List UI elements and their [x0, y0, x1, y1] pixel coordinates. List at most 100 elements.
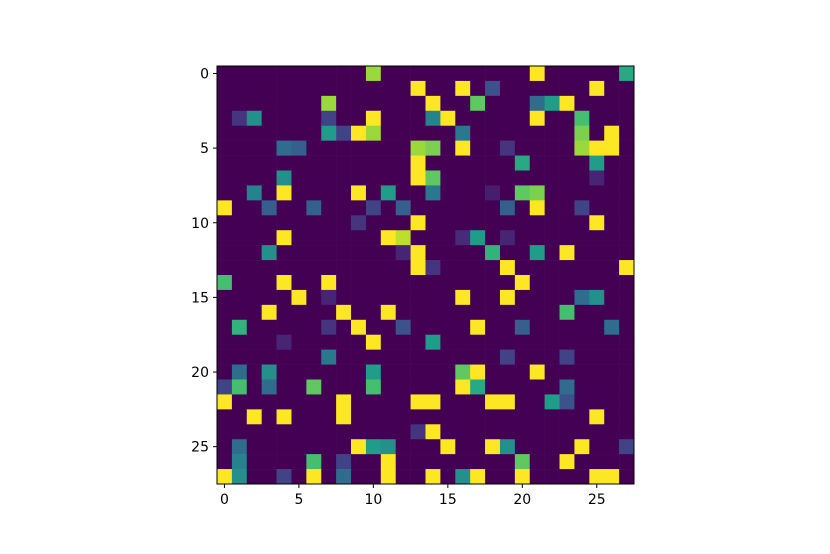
heatmap-cell: [455, 394, 471, 410]
heatmap-cell: [544, 80, 560, 97]
heatmap-cell: [380, 394, 397, 410]
heatmap-cell: [217, 185, 233, 201]
heatmap-cell: [574, 170, 590, 186]
heatmap-cell: [321, 439, 337, 455]
heatmap-cell: [425, 245, 441, 261]
heatmap-cell: [410, 230, 426, 246]
heatmap-cell: [306, 424, 322, 440]
heatmap-cell: [246, 319, 262, 336]
heatmap-cell: [559, 319, 575, 336]
heatmap-cell: [365, 454, 382, 470]
heatmap-cell: [499, 215, 516, 231]
heatmap-cell: [261, 170, 277, 186]
heatmap-cell: [574, 424, 590, 440]
heatmap-cell: [499, 304, 516, 321]
heatmap-cell: [336, 364, 352, 380]
heatmap-cell: [276, 454, 292, 470]
heatmap-cell: [470, 260, 486, 276]
heatmap-cell: [351, 170, 367, 186]
heatmap-cell: [395, 469, 411, 485]
heatmap-cell: [499, 349, 516, 365]
heatmap-cell: [559, 334, 575, 350]
heatmap-cell: [217, 215, 233, 231]
heatmap-cell: [246, 170, 262, 186]
heatmap-cell: [365, 364, 382, 380]
heatmap-cell: [276, 379, 292, 395]
heatmap-cell: [440, 364, 456, 380]
heatmap-cell: [455, 289, 471, 306]
heatmap-cell: [604, 66, 620, 82]
heatmap-cell: [619, 409, 635, 425]
heatmap-cell: [395, 66, 411, 82]
heatmap-cell: [231, 394, 248, 410]
heatmap-cell: [365, 140, 382, 156]
heatmap-cell: [336, 155, 352, 171]
heatmap-cell: [306, 125, 322, 141]
heatmap-cell: [351, 334, 367, 350]
heatmap-cell: [529, 80, 545, 97]
heatmap-cell: [529, 95, 545, 112]
heatmap-cell: [499, 394, 516, 410]
heatmap-cell: [499, 80, 516, 97]
heatmap-cell: [231, 245, 248, 261]
heatmap-cell: [574, 230, 590, 246]
heatmap-cell: [544, 364, 560, 380]
heatmap-cell: [425, 140, 441, 156]
heatmap-cell: [485, 125, 501, 141]
heatmap-cell: [410, 275, 426, 291]
heatmap-cell: [410, 155, 426, 171]
heatmap-cell: [619, 140, 635, 156]
heatmap-cell: [425, 110, 441, 127]
heatmap-cell: [380, 454, 397, 470]
heatmap-cell: [410, 185, 426, 201]
heatmap-cell: [395, 424, 411, 440]
heatmap-cell: [440, 80, 456, 97]
heatmap-cell: [574, 275, 590, 291]
heatmap-cell: [395, 215, 411, 231]
heatmap-cell: [231, 215, 248, 231]
heatmap-cell: [365, 469, 382, 485]
heatmap-cell: [544, 95, 560, 112]
heatmap-cell: [410, 140, 426, 156]
heatmap-cell: [499, 469, 516, 485]
heatmap-cell: [321, 469, 337, 485]
heatmap-cell: [276, 125, 292, 141]
heatmap-cell: [380, 379, 397, 395]
heatmap-cell: [499, 275, 516, 291]
heatmap-cell: [261, 424, 277, 440]
heatmap-cell: [589, 245, 605, 261]
heatmap-cell: [365, 409, 382, 425]
heatmap-cell: [455, 304, 471, 321]
heatmap-cell: [619, 304, 635, 321]
heatmap-cell: [410, 80, 426, 97]
heatmap-cell: [455, 260, 471, 276]
x-tick-label: 15: [439, 492, 457, 508]
heatmap-cell: [589, 66, 605, 82]
heatmap-cell: [604, 394, 620, 410]
heatmap-cell: [440, 125, 456, 141]
heatmap-cell: [395, 155, 411, 171]
heatmap-cell: [470, 215, 486, 231]
heatmap-cell: [246, 289, 262, 306]
heatmap-cell: [529, 110, 545, 127]
heatmap-cell: [395, 245, 411, 261]
heatmap-cell: [291, 289, 307, 306]
heatmap-cell: [365, 110, 382, 127]
heatmap-cell: [380, 275, 397, 291]
heatmap-cell: [410, 454, 426, 470]
heatmap-cell: [455, 155, 471, 171]
heatmap-cell: [559, 454, 575, 470]
heatmap-cell: [231, 469, 248, 485]
heatmap-cell: [365, 319, 382, 336]
heatmap-cell: [604, 155, 620, 171]
heatmap-cell: [619, 66, 635, 82]
heatmap-cell: [336, 304, 352, 321]
heatmap-cell: [529, 260, 545, 276]
heatmap-cell: [574, 349, 590, 365]
heatmap-cell: [231, 155, 248, 171]
heatmap-cell: [276, 230, 292, 246]
heatmap-cell: [276, 170, 292, 186]
heatmap-cell: [574, 200, 590, 216]
heatmap-cell: [261, 66, 277, 82]
